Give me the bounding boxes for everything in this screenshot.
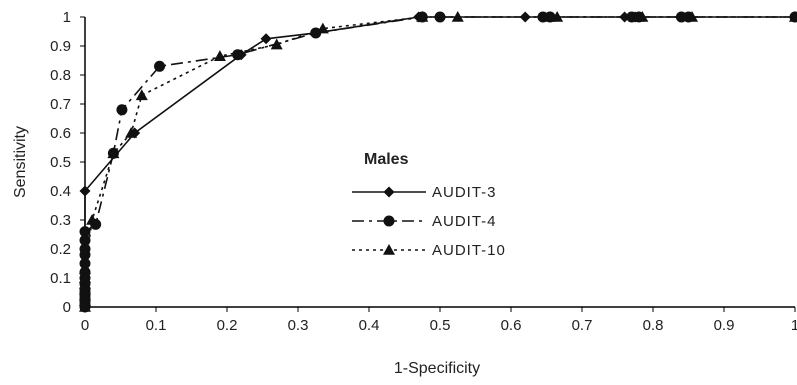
x-axis-title: 1-Specificity bbox=[394, 360, 480, 377]
data-point bbox=[116, 104, 128, 116]
legend-item: AUDIT-4 bbox=[352, 213, 497, 230]
data-point bbox=[79, 185, 91, 197]
data-point bbox=[135, 89, 148, 101]
data-point bbox=[213, 50, 226, 61]
tick-labels: 0 0.1 0.2 0.3 0.4 0.5 0.6 0.7 0.8 0.9 1 0 0.1 0.2 0.3 0… bbox=[50, 9, 797, 334]
y-tick-label: 0 bbox=[63, 299, 71, 316]
x-tick-label: 1 bbox=[791, 317, 797, 334]
data-point bbox=[789, 11, 797, 22]
legend-item: AUDIT-10 bbox=[352, 242, 506, 259]
data-point bbox=[79, 301, 91, 312]
x-tick-label: 0.3 bbox=[288, 317, 309, 334]
x-tick-label: 0.8 bbox=[643, 317, 664, 334]
data-point bbox=[79, 263, 91, 275]
y-tick-label: 0.2 bbox=[50, 241, 71, 258]
y-tick-label: 0.5 bbox=[50, 154, 71, 171]
data-point bbox=[686, 11, 699, 22]
y-tick-label: 0.9 bbox=[50, 38, 71, 55]
data-point bbox=[125, 127, 138, 138]
legend-marker bbox=[383, 244, 395, 255]
x-tick-label: 0.7 bbox=[572, 317, 593, 334]
legend-marker bbox=[383, 215, 395, 227]
data-point bbox=[79, 283, 91, 295]
series-audit-3 bbox=[79, 11, 797, 313]
y-tick-label: 0.6 bbox=[50, 125, 71, 142]
y-tick-label: 0.1 bbox=[50, 270, 71, 287]
data-point bbox=[260, 33, 272, 45]
y-axis-title: Sensitivity bbox=[12, 126, 29, 198]
x-tick-label: 0.6 bbox=[501, 317, 522, 334]
series-audit-4 bbox=[79, 11, 797, 313]
x-tick-label: 0.4 bbox=[359, 317, 380, 334]
series-line bbox=[84, 16, 795, 307]
series-line bbox=[84, 16, 795, 307]
x-tick-label: 0.1 bbox=[146, 317, 167, 334]
data-point bbox=[79, 234, 91, 246]
y-tick-label: 0.4 bbox=[50, 183, 71, 200]
legend: Males AUDIT-3 AUDIT-4 AUDIT-10 bbox=[352, 151, 506, 259]
x-tick-label: 0.2 bbox=[217, 317, 238, 334]
y-tick-label: 1 bbox=[63, 9, 71, 26]
series-layer bbox=[79, 11, 797, 313]
data-point bbox=[79, 226, 91, 238]
data-point bbox=[79, 272, 91, 283]
data-point bbox=[270, 38, 283, 50]
data-point bbox=[79, 289, 91, 301]
data-point bbox=[551, 11, 564, 22]
data-point bbox=[86, 214, 99, 225]
data-point bbox=[636, 11, 649, 22]
legend-label: AUDIT-4 bbox=[432, 213, 497, 230]
x-tick-label: 0.9 bbox=[714, 317, 735, 334]
y-tick-label: 0.8 bbox=[50, 67, 71, 84]
y-tick-label: 0.7 bbox=[50, 96, 71, 113]
data-point bbox=[79, 277, 91, 289]
x-tick-label: 0.5 bbox=[430, 317, 451, 334]
legend-label: AUDIT-3 bbox=[432, 184, 497, 201]
y-tick-label: 0.3 bbox=[50, 212, 71, 229]
data-point bbox=[416, 11, 429, 22]
data-point bbox=[451, 11, 464, 22]
legend-item: AUDIT-3 bbox=[352, 184, 497, 201]
data-point bbox=[79, 295, 91, 306]
data-point bbox=[79, 243, 91, 255]
data-point bbox=[154, 60, 166, 72]
legend-title: Males bbox=[364, 151, 409, 168]
data-point bbox=[232, 49, 244, 61]
data-point bbox=[434, 11, 446, 23]
series-audit-10 bbox=[79, 11, 797, 312]
x-tick-label: 0 bbox=[81, 317, 89, 334]
legend-marker bbox=[383, 186, 395, 198]
axes bbox=[80, 16, 796, 312]
series-line bbox=[84, 16, 795, 307]
data-point bbox=[107, 147, 120, 159]
data-point bbox=[316, 22, 329, 34]
legend-label: AUDIT-10 bbox=[432, 242, 506, 259]
